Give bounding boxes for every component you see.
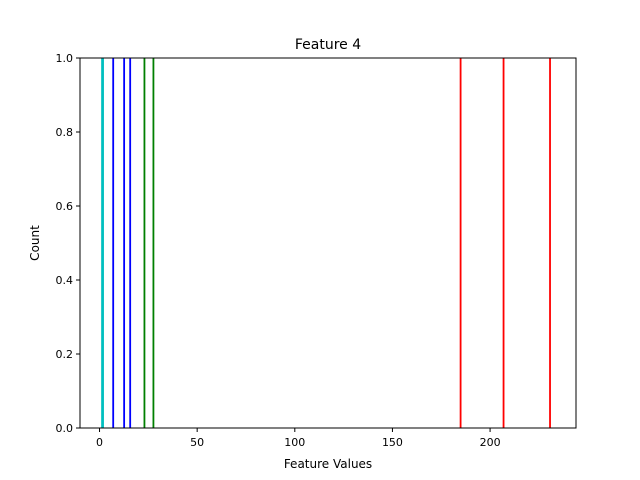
x-tick-label: 200: [480, 436, 501, 449]
x-axis: 0 50 100 150 200: [96, 428, 501, 449]
y-tick-label: 0.4: [56, 274, 74, 287]
y-tick-label: 0.2: [56, 348, 74, 361]
x-tick-label: 100: [284, 436, 305, 449]
y-tick-label: 1.0: [56, 52, 74, 65]
x-axis-label: Feature Values: [284, 457, 372, 471]
bars-group: [101, 58, 551, 428]
x-tick-label: 0: [96, 436, 103, 449]
y-tick-label: 0.0: [56, 422, 74, 435]
x-tick-label: 150: [382, 436, 403, 449]
y-tick-label: 0.6: [56, 200, 74, 213]
chart-title: Feature 4: [295, 37, 361, 53]
plot-frame: [79, 57, 577, 429]
y-axis-label: Count: [28, 225, 42, 261]
x-tick-label: 50: [190, 436, 204, 449]
y-axis: 0.0 0.2 0.4 0.6 0.8 1.0: [56, 52, 80, 435]
y-tick-label: 0.8: [56, 126, 74, 139]
